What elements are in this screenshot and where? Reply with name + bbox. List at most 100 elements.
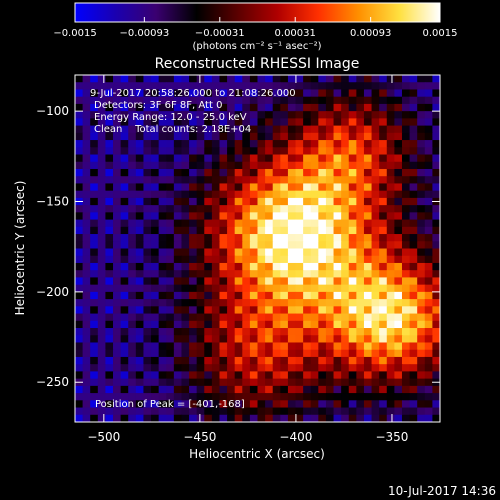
heatmap-cell: [394, 154, 403, 163]
heatmap-cell: [90, 234, 99, 242]
heatmap-cell: [432, 284, 440, 293]
heatmap-cell: [325, 140, 335, 148]
heatmap-cell: [386, 140, 395, 148]
x-tick-label: −350: [375, 430, 408, 444]
heatmap-cell: [272, 356, 281, 365]
heatmap-cell: [173, 378, 183, 387]
heatmap-cell: [204, 414, 213, 422]
heatmap-cell: [204, 248, 213, 257]
heatmap-cell: [143, 328, 152, 336]
heatmap-cell: [166, 291, 175, 300]
heatmap-cell: [219, 313, 228, 322]
heatmap-cell: [196, 400, 205, 409]
heatmap-cell: [135, 161, 145, 170]
heatmap-cell: [105, 197, 114, 206]
heatmap-cell: [379, 176, 388, 185]
heatmap-cell: [333, 132, 342, 141]
heatmap-cell: [417, 400, 426, 409]
heatmap-cell: [143, 168, 152, 177]
heatmap-cell: [128, 161, 137, 170]
heatmap-cell: [280, 140, 289, 148]
heatmap-cell: [303, 161, 312, 170]
heatmap-cell: [287, 270, 297, 279]
heatmap-cell: [234, 147, 243, 156]
heatmap-cell: [303, 284, 312, 293]
heatmap-cell: [257, 313, 266, 322]
heatmap-cell: [287, 378, 297, 387]
heatmap-cell: [333, 299, 342, 307]
heatmap-cell: [363, 147, 373, 156]
heatmap-cell: [249, 96, 259, 105]
heatmap-cell: [348, 378, 357, 387]
heatmap-cell: [318, 400, 327, 409]
heatmap-cell: [409, 356, 418, 365]
heatmap-cell: [295, 262, 304, 271]
heatmap-cell: [318, 205, 327, 213]
heatmap-cell: [135, 190, 145, 199]
heatmap-cell: [181, 205, 190, 213]
heatmap-cell: [181, 125, 190, 134]
heatmap-cell: [173, 262, 183, 271]
heatmap-cell: [120, 248, 129, 257]
heatmap-cell: [242, 205, 251, 213]
heatmap-cell: [257, 407, 266, 416]
heatmap-cell: [189, 313, 198, 322]
heatmap-cell: [97, 349, 107, 358]
heatmap-cell: [135, 241, 145, 250]
heatmap-cell: [120, 111, 129, 119]
heatmap-cell: [417, 103, 426, 112]
heatmap-cell: [379, 168, 388, 177]
heatmap-cell: [325, 378, 335, 387]
heatmap-cell: [90, 219, 99, 228]
heatmap-cell: [348, 385, 357, 394]
heatmap-cell: [82, 371, 91, 380]
heatmap-cell: [211, 147, 221, 156]
heatmap-cell: [287, 277, 297, 286]
heatmap-cell: [82, 161, 91, 170]
heatmap-cell: [143, 277, 152, 286]
heatmap-cell: [417, 125, 426, 134]
heatmap-cell: [386, 212, 395, 221]
heatmap-cell: [371, 161, 380, 170]
heatmap-cell: [173, 234, 183, 242]
heatmap-cell: [82, 284, 91, 293]
heatmap-cell: [318, 132, 327, 141]
heatmap-cell: [97, 313, 107, 322]
heatmap-cell: [173, 219, 183, 228]
heatmap-cell: [371, 356, 380, 365]
heatmap-cell: [272, 342, 281, 351]
heatmap-cell: [113, 234, 122, 242]
heatmap-cell: [287, 82, 297, 91]
heatmap-cell: [234, 197, 243, 206]
heatmap-cell: [219, 378, 228, 387]
heatmap-cell: [417, 255, 426, 264]
heatmap-cell: [181, 103, 190, 112]
heatmap-cell: [211, 248, 221, 257]
heatmap-cell: [325, 385, 335, 394]
heatmap-cell: [401, 96, 411, 105]
heatmap-cell: [82, 168, 91, 177]
heatmap-cell: [151, 96, 160, 105]
heatmap-cell: [272, 234, 281, 242]
heatmap-cell: [417, 140, 426, 148]
heatmap-cell: [401, 277, 411, 286]
heatmap-cell: [227, 284, 236, 293]
heatmap-cell: [120, 168, 129, 177]
heatmap-cell: [204, 241, 213, 250]
heatmap-cell: [135, 205, 145, 213]
heatmap-cell: [257, 96, 266, 105]
heatmap-cell: [272, 125, 281, 134]
heatmap-cell: [151, 364, 160, 372]
heatmap-cell: [219, 371, 228, 380]
heatmap-cell: [272, 103, 281, 112]
heatmap-cell: [219, 335, 228, 344]
heatmap-cell: [432, 176, 440, 185]
heatmap-cell: [333, 147, 342, 156]
heatmap-cell: [234, 299, 243, 307]
heatmap-cell: [318, 212, 327, 221]
heatmap-cell: [120, 270, 129, 279]
heatmap-cell: [386, 118, 395, 127]
heatmap-cell: [265, 75, 274, 83]
heatmap-cell: [211, 125, 221, 134]
heatmap-cell: [325, 89, 335, 98]
